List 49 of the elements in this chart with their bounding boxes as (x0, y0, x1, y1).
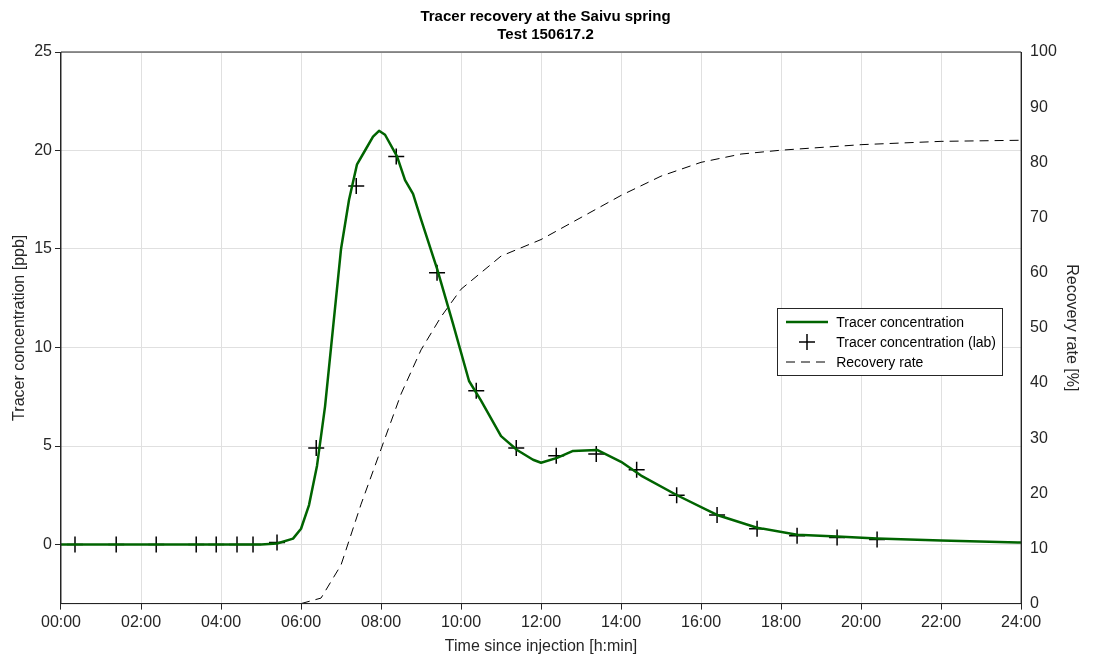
y2-tick-label: 30 (1030, 428, 1048, 446)
x-axis-title: Time since injection [h:min] (444, 636, 638, 654)
point (708, 506, 726, 524)
x-tick-label: 02:00 (120, 612, 162, 630)
x-tick-label: 18:00 (761, 612, 802, 630)
point (547, 447, 565, 465)
legend-label: Recovery rate (836, 354, 924, 370)
point (507, 439, 525, 457)
x-tick-label: 22:00 (921, 612, 962, 630)
x-tick-label: 24:00 (1001, 612, 1042, 630)
y-tick-label: 15 (34, 239, 53, 257)
x-tick-label: 06:00 (281, 612, 322, 630)
chart-subtitle: Test 150617.2 (497, 25, 594, 43)
legend-label: Tracer concentration (836, 314, 965, 330)
y-tick-label: 10 (34, 337, 53, 355)
point (627, 460, 646, 479)
chart-title: Tracer recovery at the Saivu spring (420, 7, 671, 25)
y2-tick-label: 60 (1030, 263, 1048, 281)
y2-tick-label: 80 (1030, 152, 1048, 170)
x-tick-label: 04:00 (200, 612, 242, 630)
x-tick-label: 14:00 (601, 612, 642, 630)
y-axis-title: Tracer concentration [ppb] (10, 234, 28, 421)
y-tick-label: 5 (43, 436, 53, 454)
y-tick-label: 25 (34, 42, 53, 60)
y2-tick-label: 70 (1030, 207, 1048, 225)
point (347, 177, 365, 195)
point (387, 147, 405, 166)
y2-tick-label: 0 (1030, 594, 1040, 612)
x-tick-label: 20:00 (841, 612, 882, 630)
y2-tick-label: 100 (1030, 42, 1057, 60)
y-tick-label: 20 (34, 140, 53, 158)
point (467, 382, 485, 400)
y2-tick-label: 90 (1030, 97, 1048, 115)
x-tick-label: 08:00 (361, 612, 402, 630)
x-tick-label: 10:00 (441, 612, 482, 630)
x-tick-label: 12:00 (521, 612, 562, 630)
y2-tick-label: 40 (1030, 373, 1048, 391)
x-tick-label: 16:00 (681, 612, 722, 630)
point (667, 486, 686, 504)
point (587, 445, 606, 463)
y2-tick-label: 20 (1030, 483, 1048, 501)
y-tick-label: 0 (43, 534, 53, 552)
legend-label: Tracer concentration (lab) (836, 334, 996, 350)
point (428, 263, 446, 282)
point (307, 439, 325, 457)
y2-tick-label: 50 (1030, 318, 1048, 336)
y2-axis-title: Recovery rate [%] (1063, 264, 1081, 392)
y2-tick-label: 10 (1030, 538, 1048, 556)
x-tick-label: 00:00 (40, 612, 82, 630)
